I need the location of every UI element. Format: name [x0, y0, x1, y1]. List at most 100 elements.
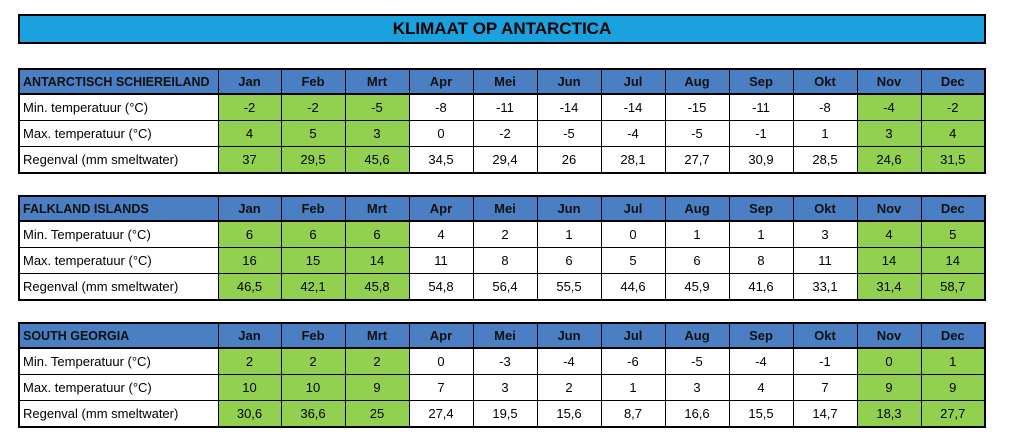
- row-label: Regenval (mm smeltwater): [18, 400, 219, 428]
- value-cell: 19,5: [472, 400, 538, 428]
- value-cell: 2: [344, 347, 410, 375]
- value-cell: 16: [217, 247, 282, 274]
- month-header: Sep: [728, 195, 794, 222]
- table-row: Regenval (mm smeltwater) 37 29,5 45,6 34,5 29…: [18, 146, 986, 174]
- value-cell: 28,1: [600, 146, 666, 174]
- value-cell: -2: [280, 93, 346, 121]
- value-cell: 31,4: [856, 273, 922, 301]
- value-cell: 14,7: [792, 400, 858, 428]
- table-row: Max. temperatuur (°C) 4 5 3 0 -2 -5 -4 -5 -1 1 3 4: [18, 120, 986, 147]
- value-cell: 7: [792, 374, 858, 401]
- value-cell: 41,6: [728, 273, 794, 301]
- value-cell: -4: [856, 93, 922, 121]
- month-header: Apr: [408, 195, 474, 222]
- value-cell: -4: [728, 347, 794, 375]
- value-cell: 6: [536, 247, 602, 274]
- value-cell: 16,6: [664, 400, 730, 428]
- month-header: Mrt: [344, 322, 410, 349]
- value-cell: -15: [664, 93, 730, 121]
- value-cell: 10: [280, 374, 346, 401]
- value-cell: 3: [664, 374, 730, 401]
- value-cell: 8,7: [600, 400, 666, 428]
- value-cell: 31,5: [920, 146, 986, 174]
- value-cell: 2: [536, 374, 602, 401]
- value-cell: 3: [856, 120, 922, 147]
- value-cell: 1: [920, 347, 986, 375]
- value-cell: -1: [728, 120, 794, 147]
- value-cell: 6: [664, 247, 730, 274]
- row-label: Regenval (mm smeltwater): [18, 146, 219, 174]
- row-label: Max. temperatuur (°C): [18, 247, 219, 274]
- table-row: Max. temperatuur (°C) 16 15 14 11 8 6 5 6 8 11 14 14: [18, 247, 986, 274]
- value-cell: -5: [344, 93, 410, 121]
- value-cell: 44,6: [600, 273, 666, 301]
- value-cell: 5: [280, 120, 346, 147]
- climate-table-antarctic-peninsula: ANTARCTISCH SCHIEREILAND Jan Feb Mrt Apr Mei J…: [18, 68, 986, 174]
- value-cell: 11: [792, 247, 858, 274]
- value-cell: -2: [217, 93, 282, 121]
- row-label: Min. Temperatuur (°C): [18, 220, 219, 248]
- value-cell: 45,9: [664, 273, 730, 301]
- value-cell: 30,6: [217, 400, 282, 428]
- value-cell: 9: [344, 374, 410, 401]
- value-cell: 5: [920, 220, 986, 248]
- month-header: Nov: [856, 322, 922, 349]
- value-cell: 42,1: [280, 273, 346, 301]
- value-cell: 0: [600, 220, 666, 248]
- value-cell: 1: [600, 374, 666, 401]
- value-cell: 2: [217, 347, 282, 375]
- month-header: Apr: [408, 68, 474, 95]
- value-cell: 4: [408, 220, 474, 248]
- row-label: Max. temperatuur (°C): [18, 374, 219, 401]
- month-header: Aug: [664, 195, 730, 222]
- month-header: Jul: [600, 322, 666, 349]
- month-header: Okt: [792, 322, 858, 349]
- value-cell: 8: [472, 247, 538, 274]
- value-cell: 6: [344, 220, 410, 248]
- value-cell: -8: [408, 93, 474, 121]
- month-header: Jan: [217, 68, 282, 95]
- value-cell: 33,1: [792, 273, 858, 301]
- value-cell: 36,6: [280, 400, 346, 428]
- climate-table-south-georgia: SOUTH GEORGIA Jan Feb Mrt Apr Mei Jun Jul Aug Sep…: [18, 322, 986, 428]
- value-cell: -11: [728, 93, 794, 121]
- value-cell: 4: [217, 120, 282, 147]
- value-cell: 29,5: [280, 146, 346, 174]
- value-cell: 25: [344, 400, 410, 428]
- value-cell: -5: [536, 120, 602, 147]
- value-cell: 1: [536, 220, 602, 248]
- table-row: Min. Temperatuur (°C) 6 6 6 4 2 1 0 1 1 3 4 5: [18, 220, 986, 248]
- value-cell: -1: [792, 347, 858, 375]
- value-cell: -4: [536, 347, 602, 375]
- month-header: Aug: [664, 322, 730, 349]
- value-cell: 27,4: [408, 400, 474, 428]
- value-cell: 27,7: [664, 146, 730, 174]
- value-cell: 4: [920, 120, 986, 147]
- month-header: Mei: [472, 68, 538, 95]
- table-row: Regenval (mm smeltwater) 46,5 42,1 45,8 54,8…: [18, 273, 986, 301]
- month-header: Aug: [664, 68, 730, 95]
- table-header-row: SOUTH GEORGIA Jan Feb Mrt Apr Mei Jun Jul Aug Sep…: [18, 322, 986, 349]
- section-title: FALKLAND ISLANDS: [18, 195, 219, 222]
- value-cell: -2: [472, 120, 538, 147]
- month-header: Mrt: [344, 195, 410, 222]
- value-cell: 11: [408, 247, 474, 274]
- value-cell: 5: [600, 247, 666, 274]
- month-header: Dec: [920, 195, 986, 222]
- value-cell: 6: [280, 220, 346, 248]
- value-cell: 14: [344, 247, 410, 274]
- section-title: ANTARCTISCH SCHIEREILAND: [18, 68, 219, 95]
- value-cell: 34,5: [408, 146, 474, 174]
- value-cell: 9: [920, 374, 986, 401]
- month-header: Feb: [280, 322, 346, 349]
- value-cell: 8: [728, 247, 794, 274]
- month-header: Nov: [856, 195, 922, 222]
- value-cell: 55,5: [536, 273, 602, 301]
- table-header-row: ANTARCTISCH SCHIEREILAND Jan Feb Mrt Apr Mei J…: [18, 68, 986, 95]
- month-header: Feb: [280, 68, 346, 95]
- value-cell: 6: [217, 220, 282, 248]
- value-cell: 27,7: [920, 400, 986, 428]
- table-row: Max. temperatuur (°C) 10 10 9 7 3 2 1 3 4 7 9 9: [18, 374, 986, 401]
- climate-table-falkland-islands: FALKLAND ISLANDS Jan Feb Mrt Apr Mei Jun Jul Aug…: [18, 195, 986, 301]
- value-cell: 0: [856, 347, 922, 375]
